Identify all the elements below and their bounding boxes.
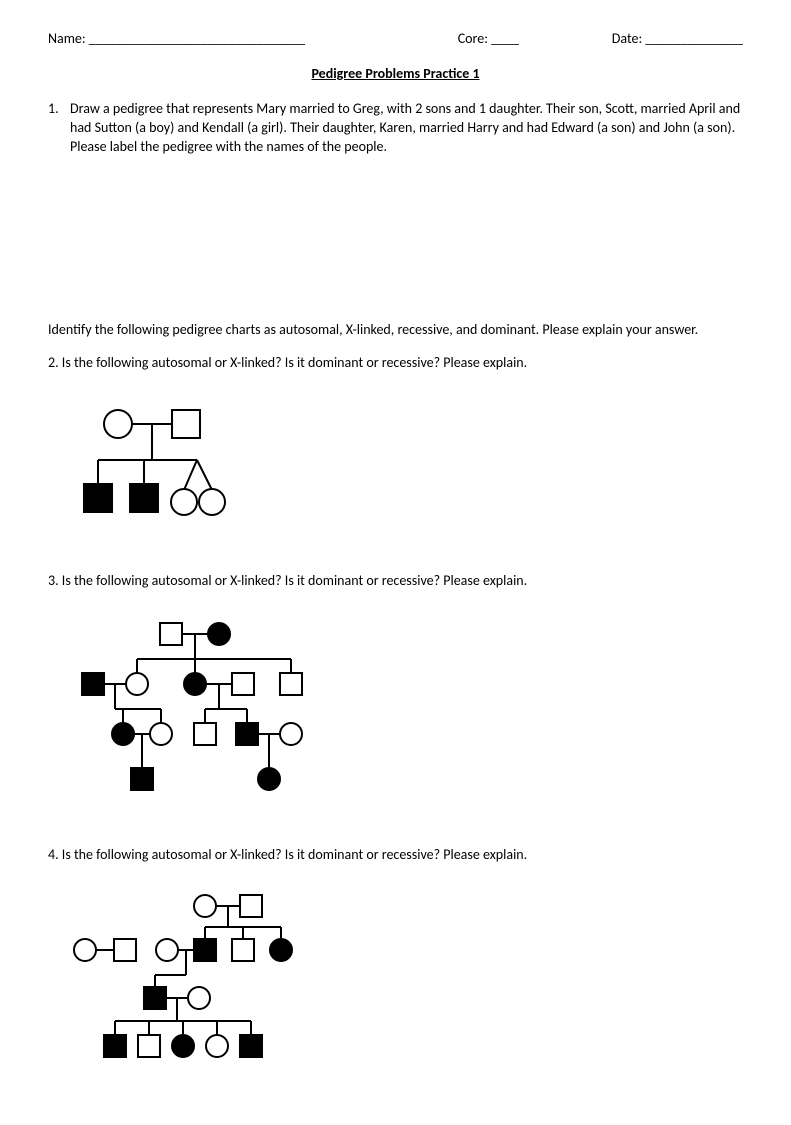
question-4-text: 4. Is the following autosomal or X-linke… xyxy=(48,846,743,865)
question-3-text: 3. Is the following autosomal or X-linke… xyxy=(48,572,743,591)
question-1: 1. Draw a pedigree that represents Mary … xyxy=(48,100,743,157)
name-field: Name: _______________________________ xyxy=(48,30,305,47)
pedigree-diagram-2 xyxy=(64,394,264,534)
q1-number: 1. xyxy=(48,100,70,157)
pedigree-diagram-4 xyxy=(64,887,314,1077)
page-title: Pedigree Problems Practice 1 xyxy=(48,65,743,82)
section-intro: Identify the following pedigree charts a… xyxy=(48,321,743,340)
worksheet-page: Name: _______________________________ Co… xyxy=(0,0,791,1125)
header-row: Name: _______________________________ Co… xyxy=(48,30,743,47)
pedigree-diagram-3 xyxy=(64,613,324,808)
question-2-text: 2. Is the following autosomal or X-linke… xyxy=(48,354,743,373)
date-field: Date: ______________ xyxy=(612,30,743,47)
q1-text: Draw a pedigree that represents Mary mar… xyxy=(70,100,743,157)
core-field: Core: ____ xyxy=(458,30,519,47)
drawing-space-1 xyxy=(48,171,743,321)
